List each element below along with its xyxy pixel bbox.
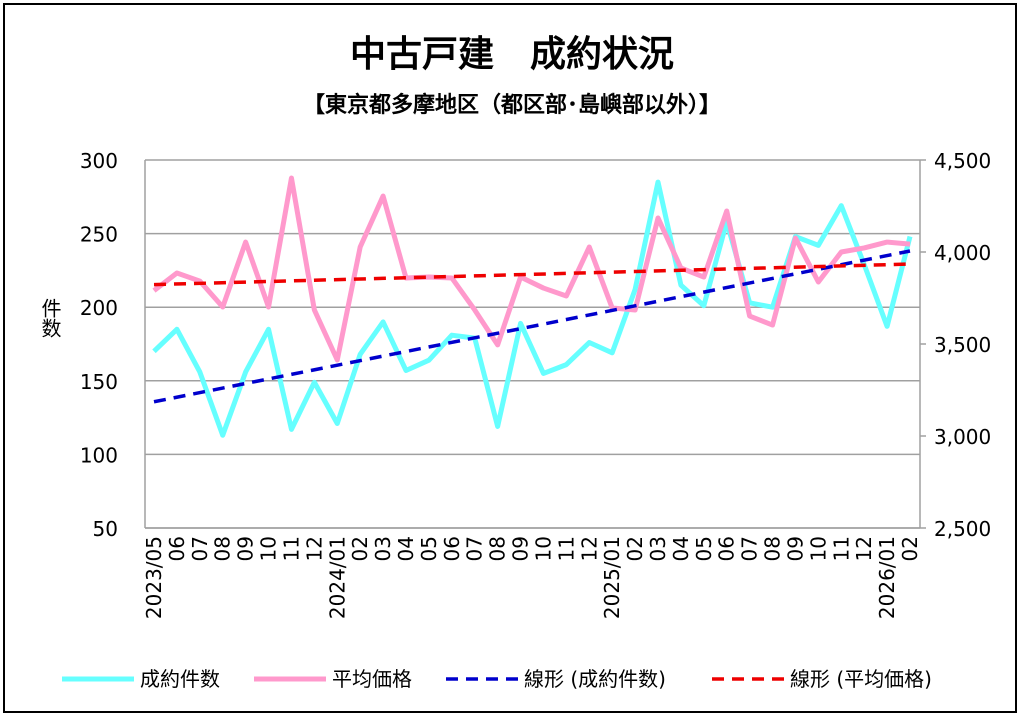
x-tick-label: 11 xyxy=(279,536,303,561)
x-tick-label: 08 xyxy=(486,536,510,561)
x-tick-label: 10 xyxy=(257,536,281,561)
x-tick-label: 2026/01 xyxy=(875,536,899,619)
x-tick-label: 06 xyxy=(165,536,189,561)
x-tick-label: 12 xyxy=(852,536,876,561)
y2-tick-label: 3,000 xyxy=(934,425,991,449)
y2-tick-label: 4,000 xyxy=(934,241,991,265)
series-line-price xyxy=(152,175,911,363)
x-tick-label: 04 xyxy=(669,536,693,561)
y2-tick-label: 4,500 xyxy=(934,149,991,173)
x-tick-label: 12 xyxy=(577,536,601,561)
x-tick-label: 03 xyxy=(371,536,395,561)
x-tick-label: 07 xyxy=(463,536,487,561)
chart-frame xyxy=(3,3,1017,713)
y-tick-label: 150 xyxy=(80,370,118,394)
chart-subtitle: 【東京都多摩地区（都区部･島嶼部以外）】 xyxy=(303,92,721,118)
y2-tick-label: 3,500 xyxy=(934,333,991,357)
y-tick-label: 100 xyxy=(80,443,118,467)
ticks-group: 300 250 200 150 100 50 4,500 4,000 3,500 3,000 2,5… xyxy=(38,149,991,619)
x-tick-label: 05 xyxy=(417,536,441,561)
x-tick-label: 08 xyxy=(211,536,235,561)
x-tick-label: 02 xyxy=(348,536,372,561)
legend: 成約件数 平均価格 線形 (成約件数) 線形 (平均価格) xyxy=(62,667,932,691)
x-tick-label: 2023/05 xyxy=(142,536,166,619)
legend-label: 線形 (平均価格) xyxy=(790,667,932,691)
x-tick-label: 10 xyxy=(806,536,830,561)
y-tick-label: 300 xyxy=(80,149,118,173)
x-tick-label: 2024/01 xyxy=(325,536,349,619)
legend-label: 成約件数 xyxy=(140,667,220,691)
x-tick-label: 09 xyxy=(783,536,807,561)
x-tick-label: 09 xyxy=(234,536,258,561)
grid-group xyxy=(144,159,926,529)
chart-title: 中古戸建 成約状況 xyxy=(350,34,674,75)
x-tick-label: 06 xyxy=(440,536,464,561)
y-tick-label: 50 xyxy=(93,517,118,541)
y-tick-label: 250 xyxy=(80,223,118,247)
x-tick-label: 09 xyxy=(509,536,533,561)
x-tick-label: 2025/01 xyxy=(600,536,624,619)
x-tick-label: 08 xyxy=(761,536,785,561)
x-tick-label: 12 xyxy=(302,536,326,561)
x-tick-label: 06 xyxy=(715,536,739,561)
y-tick-label: 200 xyxy=(80,296,118,320)
x-tick-label: 07 xyxy=(188,536,212,561)
x-tick-label: 04 xyxy=(394,536,418,561)
legend-label: 線形 (成約件数) xyxy=(524,667,666,691)
lines-group xyxy=(152,175,913,438)
x-tick-label: 11 xyxy=(829,536,853,561)
x-tick-label: 03 xyxy=(646,536,670,561)
y-axis-label: 件数 xyxy=(38,298,62,338)
x-tick-label: 10 xyxy=(531,536,555,561)
x-tick-label: 11 xyxy=(554,536,578,561)
x-tick-label: 05 xyxy=(692,536,716,561)
x-tick-label: 07 xyxy=(738,536,762,561)
x-tick-label: 02 xyxy=(623,536,647,561)
y2-tick-label: 2,500 xyxy=(934,517,991,541)
trendline-count xyxy=(153,249,911,404)
trendline-price xyxy=(153,262,911,287)
x-tick-label: 02 xyxy=(898,536,922,561)
legend-label: 平均価格 xyxy=(332,667,412,691)
